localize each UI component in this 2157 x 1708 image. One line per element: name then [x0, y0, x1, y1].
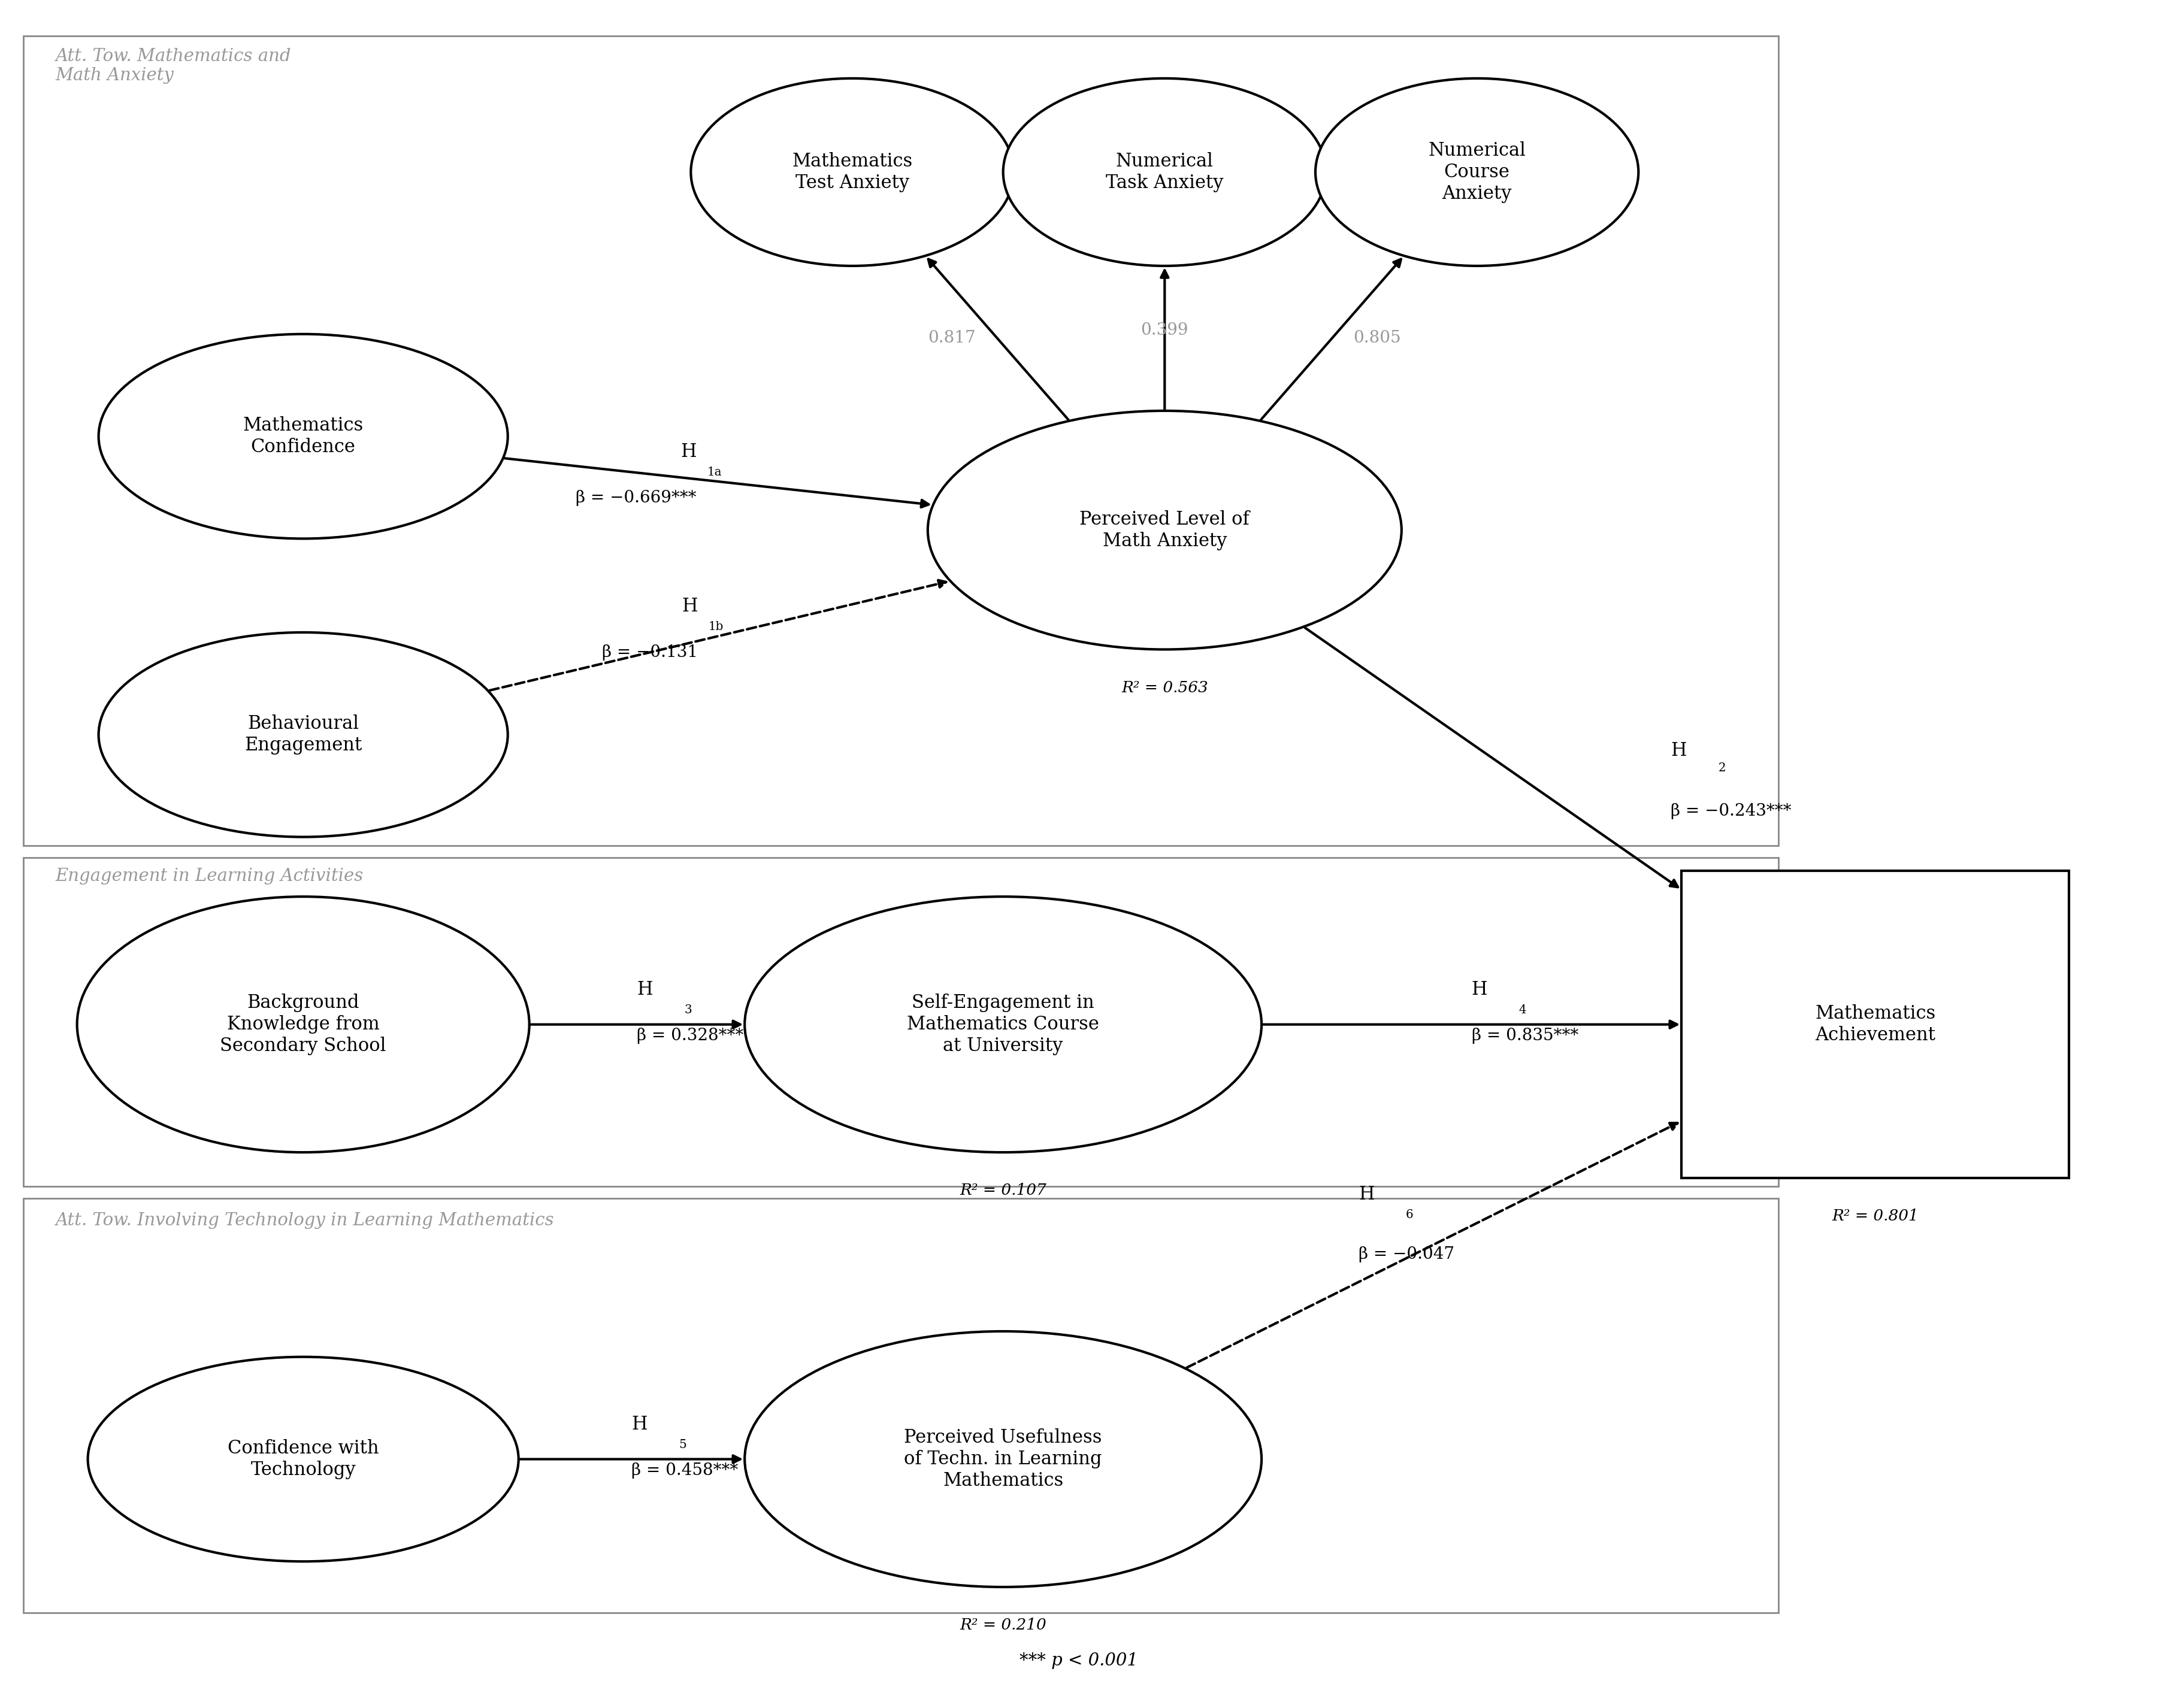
Text: 0.817: 0.817	[928, 330, 975, 347]
Text: H: H	[636, 980, 654, 999]
Text: Mathematics
Confidence: Mathematics Confidence	[244, 417, 362, 456]
Text: R² = 0.107: R² = 0.107	[960, 1184, 1046, 1197]
Text: 2: 2	[1719, 762, 1726, 774]
Text: Engagement in Learning Activities: Engagement in Learning Activities	[56, 868, 365, 885]
Text: Background
Knowledge from
Secondary School: Background Knowledge from Secondary Scho…	[220, 994, 386, 1056]
FancyBboxPatch shape	[24, 1199, 1777, 1612]
Text: β = 0.458***: β = 0.458***	[632, 1462, 738, 1479]
Ellipse shape	[744, 1331, 1262, 1587]
FancyBboxPatch shape	[24, 36, 1777, 845]
FancyBboxPatch shape	[1682, 871, 2069, 1179]
Text: Perceived Level of
Math Anxiety: Perceived Level of Math Anxiety	[1081, 511, 1249, 550]
Ellipse shape	[744, 897, 1262, 1153]
Ellipse shape	[88, 1356, 518, 1561]
Text: Att. Tow. Mathematics and
Math Anxiety: Att. Tow. Mathematics and Math Anxiety	[56, 48, 291, 84]
Ellipse shape	[99, 335, 507, 538]
Text: H: H	[682, 442, 697, 461]
Text: Self-Engagement in
Mathematics Course
at University: Self-Engagement in Mathematics Course at…	[908, 994, 1100, 1056]
Ellipse shape	[1316, 79, 1639, 266]
Text: R² = 0.801: R² = 0.801	[1831, 1209, 1920, 1223]
Text: H: H	[1471, 980, 1488, 999]
Text: 0.805: 0.805	[1352, 330, 1402, 347]
Text: 1b: 1b	[707, 622, 723, 632]
Text: Perceived Usefulness
of Techn. in Learning
Mathematics: Perceived Usefulness of Techn. in Learni…	[904, 1428, 1102, 1489]
Text: 4: 4	[1519, 1004, 1527, 1016]
Text: β = 0.835***: β = 0.835***	[1471, 1028, 1579, 1044]
Text: Numerical
Course
Anxiety: Numerical Course Anxiety	[1428, 142, 1525, 203]
Text: β = −0.243***: β = −0.243***	[1672, 803, 1792, 820]
Ellipse shape	[928, 412, 1402, 649]
Text: *** p < 0.001: *** p < 0.001	[1020, 1652, 1137, 1669]
FancyBboxPatch shape	[24, 857, 1777, 1187]
Ellipse shape	[1003, 79, 1327, 266]
Text: Behavioural
Engagement: Behavioural Engagement	[244, 714, 362, 755]
Text: R² = 0.563: R² = 0.563	[1122, 680, 1208, 695]
Ellipse shape	[78, 897, 528, 1153]
Text: Numerical
Task Anxiety: Numerical Task Anxiety	[1107, 152, 1223, 191]
Ellipse shape	[99, 632, 507, 837]
Text: β = 0.328***: β = 0.328***	[636, 1028, 744, 1044]
Text: Confidence with
Technology: Confidence with Technology	[226, 1440, 380, 1479]
Text: H: H	[1672, 741, 1687, 760]
Text: β = −0.131: β = −0.131	[602, 644, 697, 661]
Text: R² = 0.210: R² = 0.210	[960, 1617, 1046, 1633]
Text: H: H	[1359, 1185, 1374, 1204]
Text: 0.399: 0.399	[1141, 323, 1189, 338]
Text: Att. Tow. Involving Technology in Learning Mathematics: Att. Tow. Involving Technology in Learni…	[56, 1213, 554, 1228]
Text: 6: 6	[1406, 1209, 1413, 1221]
Text: 1a: 1a	[707, 466, 723, 478]
Text: Mathematics
Test Anxiety: Mathematics Test Anxiety	[792, 152, 912, 191]
Text: H: H	[632, 1414, 647, 1433]
Text: Mathematics
Achievement: Mathematics Achievement	[1814, 1004, 1935, 1045]
Text: H: H	[682, 596, 697, 615]
Ellipse shape	[690, 79, 1014, 266]
Text: 5: 5	[679, 1440, 686, 1450]
Text: β = −0.669***: β = −0.669***	[576, 490, 697, 506]
Text: 3: 3	[684, 1004, 692, 1016]
Text: β = −0.047: β = −0.047	[1359, 1247, 1454, 1262]
